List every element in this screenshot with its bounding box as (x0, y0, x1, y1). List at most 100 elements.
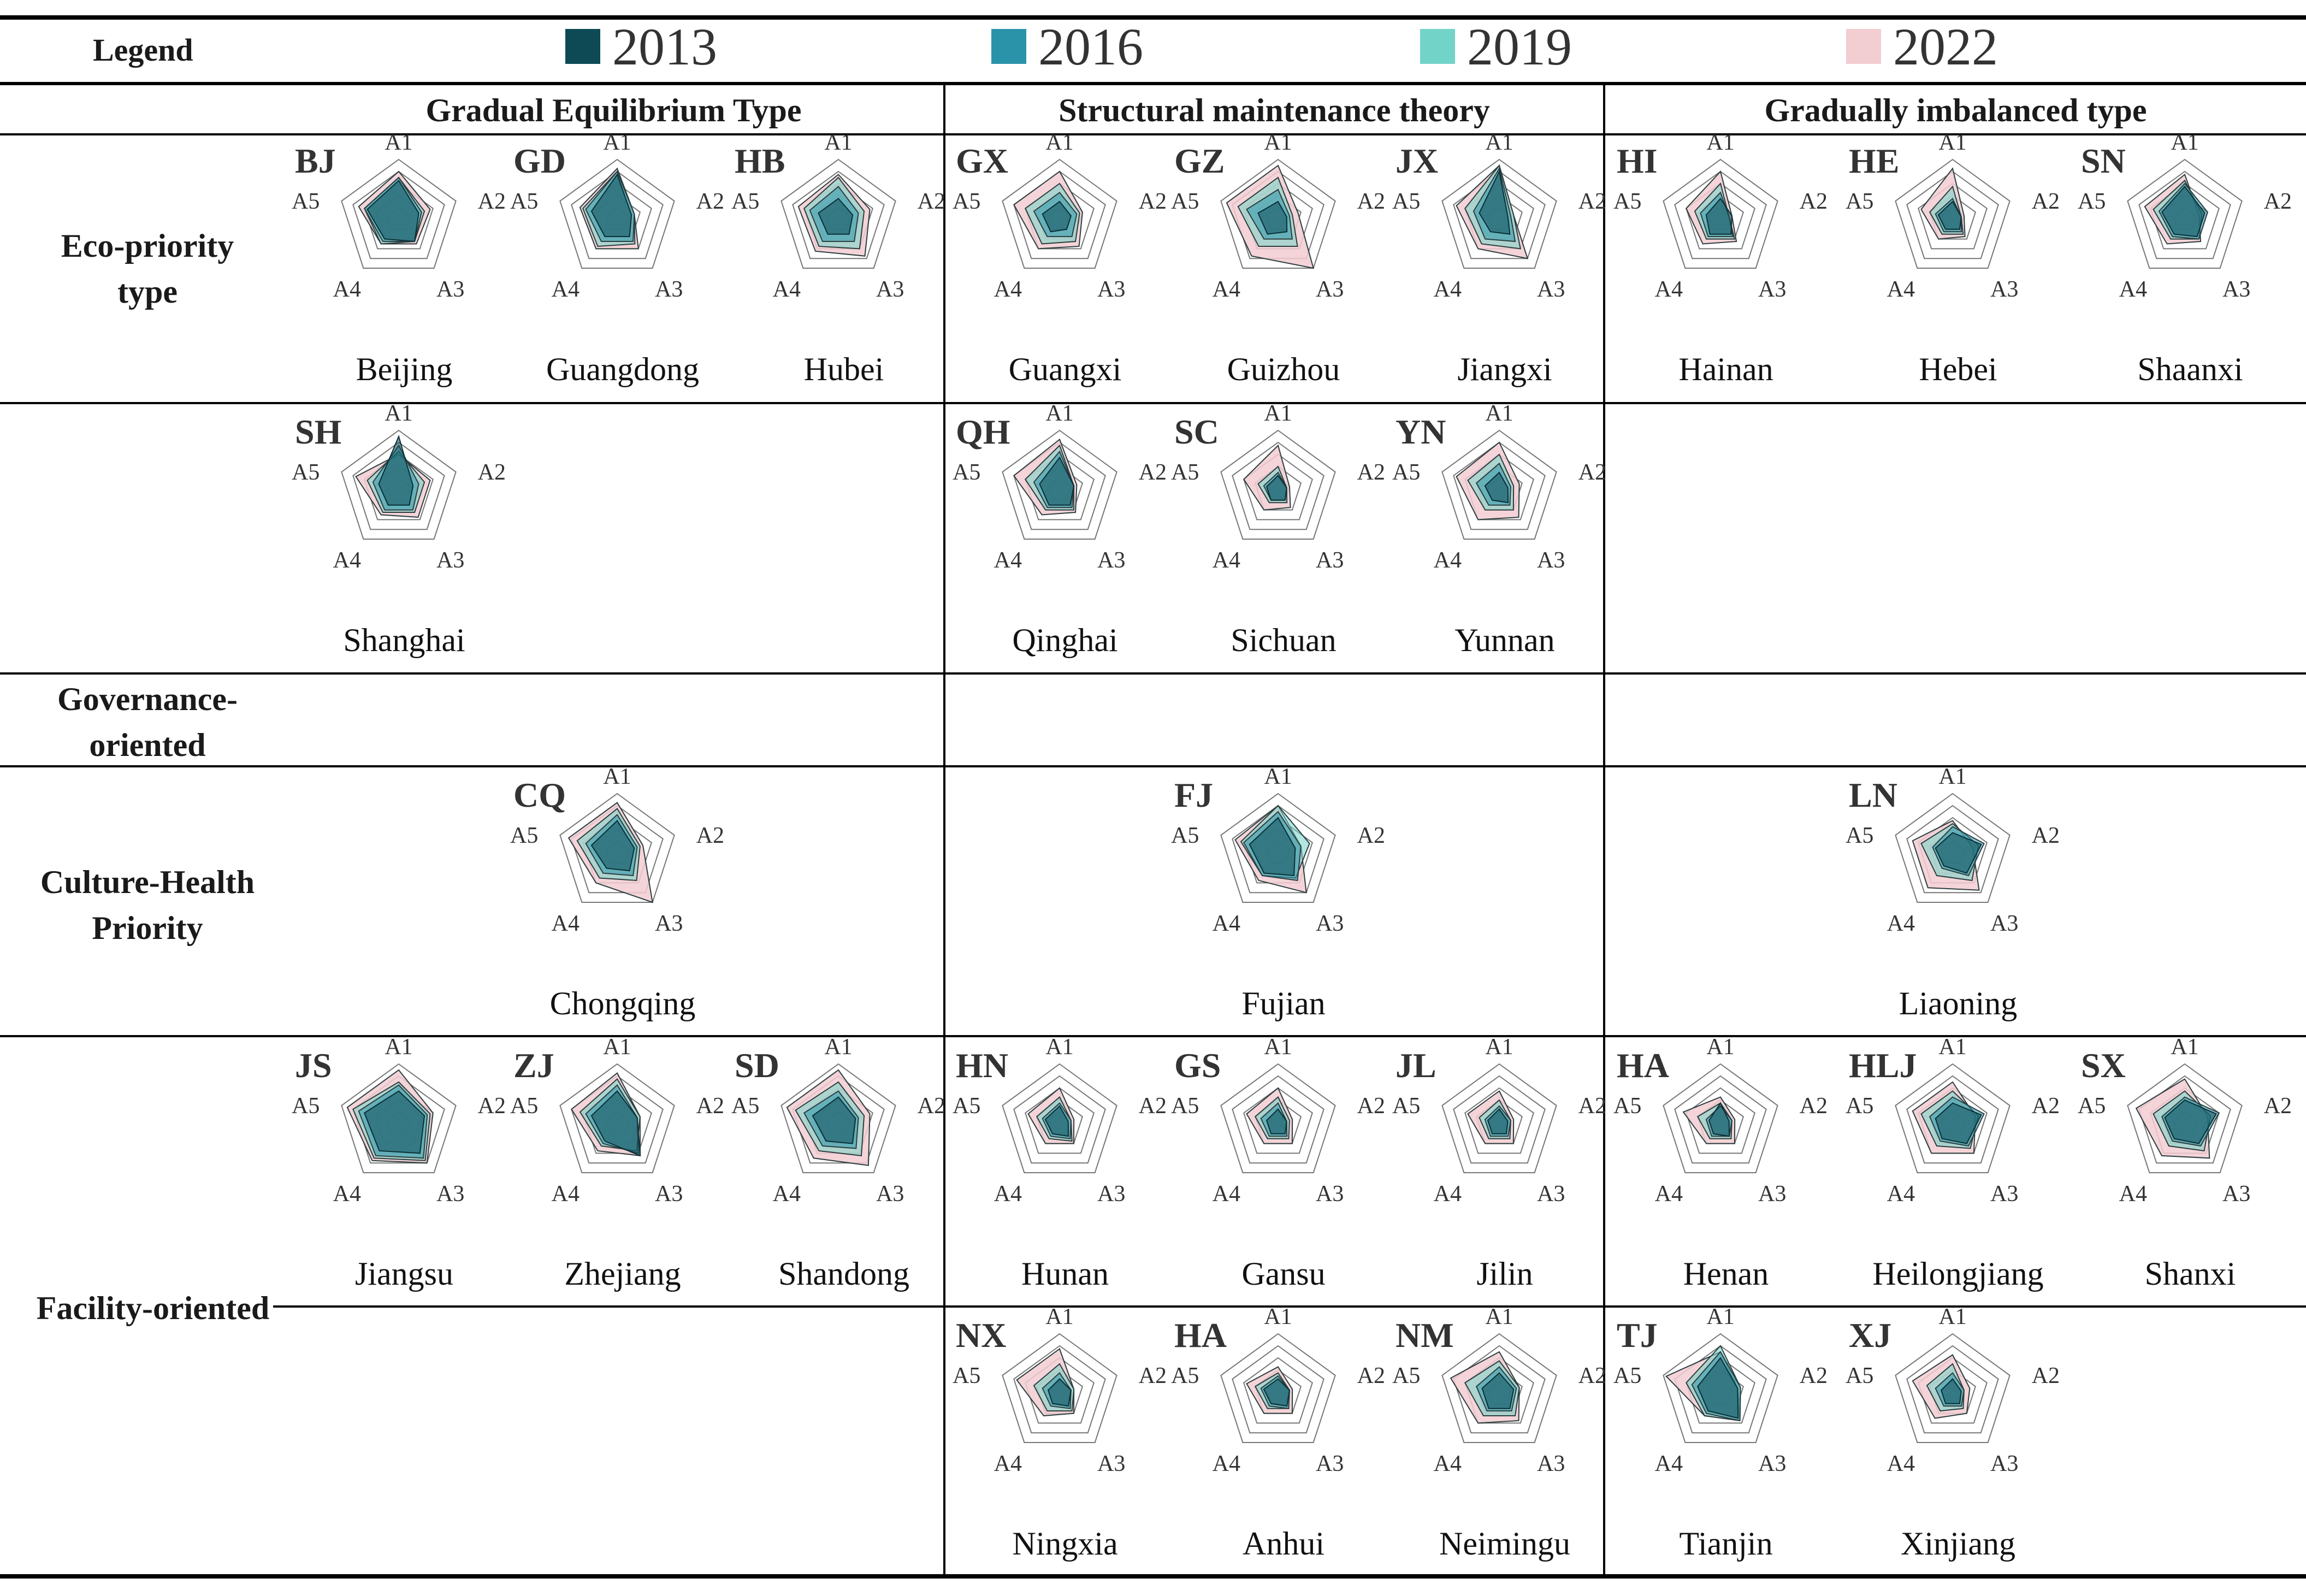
radar-series-2013 (812, 1096, 856, 1144)
axis-label-a2: A2 (1800, 1363, 1828, 1388)
axis-label-a3: A3 (2222, 1181, 2250, 1207)
radar-grid-ring-5 (1663, 1333, 1778, 1443)
axis-label-a3: A3 (876, 1181, 904, 1207)
radar-grid-ring-5 (1441, 1333, 1557, 1443)
radar-series-2013 (1484, 471, 1509, 504)
axis-label-a5: A5 (1846, 1093, 1873, 1119)
radar-cell-chongqing: CQ A1 A2 A3 A4 A5 Chongqing (510, 764, 732, 1034)
radar-series-2013 (1937, 200, 1962, 230)
radar-series-2013 (1935, 832, 1982, 874)
legend-swatch-2016 (991, 29, 1026, 64)
province-name: Fujian (1241, 985, 1326, 1021)
radar-grid-ring-4 (571, 170, 664, 259)
axis-label-a4: A4 (1213, 911, 1240, 936)
radar-grid-ring-5 (341, 158, 457, 269)
axis-label-a1: A1 (1485, 401, 1513, 426)
radar-cell-shandong: SD A1 A2 A3 A4 A5 Shandong (731, 1035, 953, 1304)
axis-label-a1: A1 (1264, 1035, 1292, 1060)
province-name: Jiangxi (1457, 351, 1552, 387)
radar-grid-ring-5 (1895, 158, 2011, 269)
radar-grid-ring-4 (1453, 170, 1546, 259)
radar-chart: A1 A2 A3 A4 A5 (292, 1035, 506, 1207)
radar-chart: A1 A2 A3 A4 A5 (292, 401, 506, 573)
province-code: TJ (1617, 1316, 1658, 1355)
axis-label-a3: A3 (655, 1181, 683, 1207)
row-label-eco: Eco-priority type (11, 223, 284, 315)
radar-grid-ring-5 (1002, 429, 1117, 540)
axis-label-a2: A2 (1139, 460, 1167, 485)
radar-chart: A1 A2 A3 A4 A5 (1846, 764, 2060, 936)
radar-grid-ring-4 (1906, 1075, 1999, 1164)
row-divider-eco-1 (0, 402, 2306, 404)
radar-chart: A1 A2 A3 A4 A5 (953, 1035, 1167, 1207)
radar-series-2013 (1266, 1108, 1287, 1134)
axis-label-a3: A3 (1316, 548, 1344, 573)
axis-label-a2: A2 (1800, 1093, 1828, 1119)
province-code: ZJ (513, 1046, 554, 1085)
radar-chart: A1 A2 A3 A4 A5 (1846, 1035, 2060, 1207)
province-code: GX (956, 141, 1008, 180)
radar-cell-qinghai: QH A1 A2 A3 A4 A5 Qinghai (953, 401, 1174, 671)
axis-label-a1: A1 (1706, 1304, 1734, 1329)
province-code: HI (1617, 141, 1658, 180)
axis-label-a5: A5 (1171, 1363, 1199, 1388)
radar-grid-ring-5 (1220, 1063, 1336, 1173)
radar-cell-yunnan: YN A1 A2 A3 A4 A5 Yunnan (1392, 401, 1614, 671)
radar-chart: A1 A2 A3 A4 A5 (1613, 1035, 1828, 1207)
legend-divider (0, 82, 2306, 85)
radar-grid-ring-3 (1243, 1357, 1313, 1424)
axis-label-a5: A5 (1392, 189, 1420, 214)
legend-year-2013: 2013 (612, 17, 717, 76)
axis-label-a1: A1 (1485, 130, 1513, 155)
axis-label-a5: A5 (2078, 1093, 2106, 1119)
radar-chart: A1 A2 A3 A4 A5 (2078, 130, 2292, 302)
axis-label-a3: A3 (655, 277, 683, 302)
axis-label-a5: A5 (1846, 1363, 1873, 1388)
province-name: Henan (1683, 1256, 1769, 1292)
axis-label-a1: A1 (1264, 130, 1292, 155)
axis-label-a4: A4 (994, 1451, 1022, 1476)
axis-label-a4: A4 (552, 911, 580, 936)
radar-grid-ring-5 (781, 158, 896, 269)
axis-label-a2: A2 (2032, 1363, 2060, 1388)
radar-series-2013 (1708, 1102, 1730, 1137)
legend-item-2022: 2022 (1846, 16, 1998, 76)
axis-label-a2: A2 (478, 1093, 506, 1119)
radar-cell-jilin: JL A1 A2 A3 A4 A5 Jilin (1392, 1035, 1614, 1304)
bottom-rule (0, 1574, 2306, 1579)
radar-chart: A1 A2 A3 A4 A5 (731, 130, 945, 302)
axis-label-a2: A2 (2032, 189, 2060, 214)
radar-series-2013 (818, 198, 854, 235)
axis-label-a3: A3 (436, 1181, 464, 1207)
axis-label-a3: A3 (1758, 1451, 1786, 1476)
province-name: Guangdong (546, 351, 699, 387)
axis-label-a2: A2 (1357, 1363, 1385, 1388)
axis-label-a3: A3 (1990, 1181, 2018, 1207)
axis-label-a5: A5 (1171, 460, 1199, 485)
axis-label-a5: A5 (731, 189, 759, 214)
axis-label-a4: A4 (773, 1181, 801, 1207)
axis-label-a5: A5 (2078, 189, 2106, 214)
radar-grid-ring-5 (1895, 793, 2011, 903)
province-code: HLJ (1849, 1046, 1917, 1085)
radar-series-2013 (590, 819, 635, 872)
axis-label-a2: A2 (696, 189, 724, 214)
province-name: Hunan (1021, 1256, 1109, 1292)
province-code: JX (1396, 141, 1439, 180)
axis-label-a4: A4 (994, 277, 1022, 302)
axis-label-a1: A1 (385, 1035, 412, 1060)
legend-year-2019: 2019 (1467, 17, 1572, 76)
radar-grid-ring-4 (1906, 1345, 1999, 1434)
radar-series-2013 (1479, 169, 1511, 235)
axis-label-a3: A3 (1990, 277, 2018, 302)
radar-cell-shanghai: SH A1 A2 A3 A4 A5 Shanghai (292, 401, 513, 671)
province-code: JL (1396, 1046, 1436, 1085)
radar-grid-ring-5 (1220, 793, 1336, 903)
axis-label-a4: A4 (1213, 1181, 1240, 1207)
axis-label-a1: A1 (1706, 1035, 1734, 1060)
radar-cell-shaanxi: SN A1 A2 A3 A4 A5 Shaanxi (2078, 130, 2299, 400)
row-label-facility: Facility-oriented (11, 1285, 295, 1331)
axis-label-a1: A1 (1045, 1035, 1073, 1060)
province-name: Guizhou (1227, 351, 1340, 387)
radar-cell-guizhou: GZ A1 A2 A3 A4 A5 Guizhou (1171, 130, 1393, 400)
